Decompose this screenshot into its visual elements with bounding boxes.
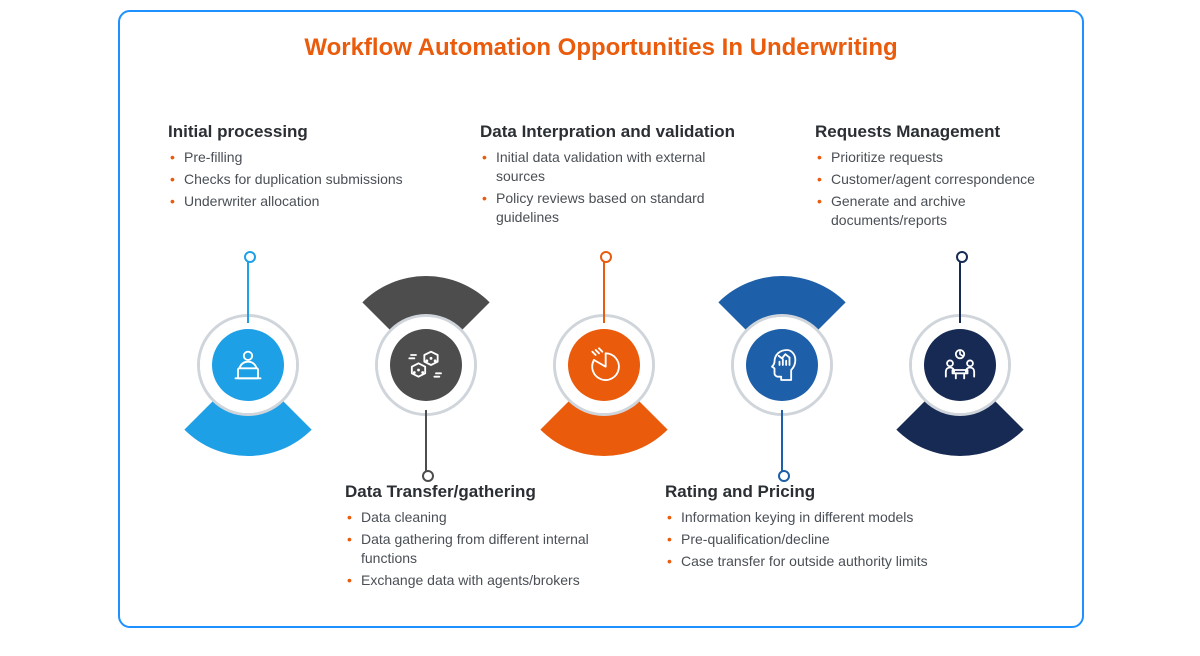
block-data-transfer: Data Transfer/gatheringData cleaningData… [345,482,615,593]
block-initial-processing: Initial processing Pre-filling Checks for … [168,122,438,214]
block-data-validation: Data Interpration and validation Initial … [480,122,750,230]
block-data-transfer-item: Exchange data with agents/brokers [359,571,615,590]
block-data-validation-list: Initial data validation with external so… [480,148,750,227]
block-requests-management-item: Customer/agent correspondence [829,170,1085,189]
block-rating-pricing: Rating and Pricing Information keying in … [665,482,935,574]
data-transfer-icon [378,317,474,413]
block-data-transfer-list: Data cleaning Data gathering from differe… [345,508,615,590]
diagram-title: Workflow Automation Opportunities In Und… [120,34,1082,62]
block-data-transfer-item: Data cleaning [359,508,615,527]
block-rating-pricing-item: Pre-qualification/decline [679,530,935,549]
connector-4 [781,410,783,472]
requests-mgmt-icon-inner [924,329,996,401]
block-requests-management: Requests Management Prioritize requests Cu… [815,122,1085,233]
block-requests-management-list: Prioritize requests Customer/agent corres… [815,148,1085,230]
block-data-transfer-item: Data gathering from different internal f… [359,530,615,568]
block-initial-processing-title: Initial processing [168,122,438,142]
initial-processing-icon-inner [212,329,284,401]
block-requests-management-item: Prioritize requests [829,148,1085,167]
connector-2 [425,410,427,472]
block-initial-processing-list: Pre-filling Checks for duplication submis… [168,148,438,211]
connector-5 [959,261,961,323]
data-validation-icon-inner [568,329,640,401]
data-transfer-icon-inner [390,329,462,401]
block-requests-management-title: Requests Management [815,122,1085,142]
block-initial-processing-item: Underwriter allocation [182,192,438,211]
block-rating-pricing-title: Rating and Pricing [665,482,935,502]
block-data-validation-item: Initial data validation with external so… [494,148,750,186]
block-data-validation-title: Data Interpration and validation [480,122,750,142]
block-data-validation-item: Policy reviews based on standard guideli… [494,189,750,227]
block-rating-pricing-item: Information keying in different models [679,508,935,527]
block-rating-pricing-list: Information keying in different models Pr… [665,508,935,571]
block-rating-pricing-item: Case transfer for outside authority limi… [679,552,935,571]
initial-processing-icon [200,317,296,413]
connector-3 [603,261,605,323]
requests-mgmt-icon [912,317,1008,413]
block-initial-processing-item: Pre-filling [182,148,438,167]
block-initial-processing-item: Checks for duplication submissions [182,170,438,189]
connector-1 [247,261,249,323]
diagram-frame: Workflow Automation Opportunities In Und… [118,10,1084,628]
rating-pricing-icon [734,317,830,413]
block-requests-management-item: Generate and archive documents/reports [829,192,1085,230]
block-data-transfer-title: Data Transfer/gathering [345,482,615,502]
data-validation-icon [556,317,652,413]
rating-pricing-icon-inner [746,329,818,401]
